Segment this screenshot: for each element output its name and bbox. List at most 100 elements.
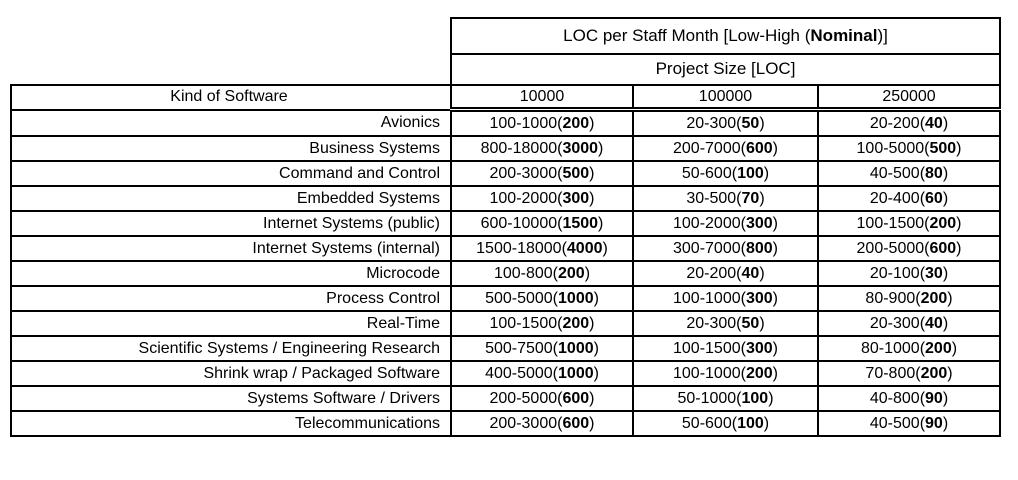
table-row: Command and Control 200-3000(500) 50-600(1… <box>10 160 1002 187</box>
loc-range-cell: 100-2000(300) <box>632 210 819 237</box>
table-row: Telecommunications 200-3000(600) 50-600(10… <box>10 410 1002 437</box>
kind-of-software-cell: Real-Time <box>10 310 452 337</box>
loc-range-cell: 20-100(30) <box>816 260 1002 287</box>
loc-close-paren: ) <box>772 139 778 157</box>
loc-nominal: 30 <box>925 264 943 282</box>
loc-nominal: 200 <box>562 314 590 332</box>
kind-of-software-cell: Internet Systems (public) <box>10 210 452 237</box>
loc-close-paren: ) <box>593 364 599 382</box>
loc-range-cell: 200-5000(600) <box>816 235 1002 262</box>
loc-close-paren: ) <box>956 214 962 232</box>
table-row: Scientific Systems / Engineering Researc… <box>10 335 1002 362</box>
loc-close-paren: ) <box>956 139 962 157</box>
loc-nominal: 40 <box>925 314 943 332</box>
loc-range-cell: 20-300(50) <box>632 310 819 337</box>
loc-nominal: 800 <box>745 239 773 257</box>
loc-range-cell: 80-900(200) <box>816 285 1002 312</box>
loc-nominal: 200 <box>920 289 948 307</box>
size-column-250000: 250000 <box>816 84 1002 112</box>
loc-nominal: 200 <box>920 364 948 382</box>
loc-close-paren: ) <box>589 389 595 407</box>
loc-nominal: 100 <box>737 164 764 182</box>
loc-range-cell: 500-7500(1000) <box>450 335 634 362</box>
kind-of-software-cell: Command and Control <box>10 160 452 187</box>
loc-low-high: 40-500( <box>869 414 926 432</box>
column-header-row: Kind of Software 10000 100000 250000 <box>10 84 1002 112</box>
loc-close-paren: ) <box>942 164 949 182</box>
loc-low-high: 200-3000( <box>489 164 563 182</box>
loc-nominal: 600 <box>562 414 590 432</box>
loc-range-cell: 800-18000(3000) <box>450 135 634 162</box>
loc-close-paren: ) <box>763 414 770 432</box>
loc-range-cell: 100-1500(200) <box>816 210 1002 237</box>
table-row: Internet Systems (internal) 1500-18000(40… <box>10 235 1002 262</box>
loc-range-cell: 20-300(50) <box>632 108 819 137</box>
loc-range-cell: 50-600(100) <box>632 160 819 187</box>
loc-nominal: 100 <box>741 389 769 407</box>
loc-low-high: 100-1000( <box>673 289 746 307</box>
loc-range-cell: 100-800(200) <box>450 260 634 287</box>
loc-low-high: 80-900( <box>865 289 921 307</box>
loc-close-paren: ) <box>947 289 953 307</box>
loc-nominal: 200 <box>558 264 585 282</box>
loc-range-cell: 20-300(40) <box>816 310 1002 337</box>
loc-close-paren: ) <box>759 264 765 282</box>
loc-nominal: 50 <box>741 314 760 332</box>
loc-close-paren: ) <box>598 139 604 157</box>
loc-range-cell: 600-10000(1500) <box>450 210 634 237</box>
loc-nominal: 40 <box>741 264 760 282</box>
loc-low-high: 500-5000( <box>485 289 559 307</box>
loc-nominal: 70 <box>741 189 760 207</box>
loc-low-high: 20-300( <box>869 314 926 332</box>
loc-low-high: 200-3000( <box>489 414 563 432</box>
size-column-10000: 10000 <box>450 84 634 112</box>
loc-close-paren: ) <box>772 214 778 232</box>
loc-close-paren: ) <box>947 364 953 382</box>
loc-close-paren: ) <box>942 189 949 207</box>
loc-per-staff-month-table: LOC per Staff Month [Low-High (Nominal)]… <box>10 17 1002 437</box>
table-title-row: LOC per Staff Month [Low-High (Nominal)] <box>11 17 1002 55</box>
loc-range-cell: 20-200(40) <box>632 260 819 287</box>
loc-range-cell: 40-800(90) <box>816 385 1002 412</box>
loc-close-paren: ) <box>772 364 778 382</box>
loc-low-high: 20-300( <box>686 114 742 132</box>
loc-low-high: 100-1500( <box>856 214 930 232</box>
loc-low-high: 20-100( <box>869 264 926 282</box>
loc-low-high: 80-1000( <box>860 339 926 357</box>
table-title-suffix: )] <box>877 25 888 45</box>
table-body: Avionics 100-1000(200) 20-300(50) 20-200(40… <box>10 108 1002 437</box>
loc-low-high: 100-1000( <box>673 364 746 382</box>
table-row: Process Control 500-5000(1000) 100-1000(30… <box>10 285 1002 312</box>
loc-nominal: 40 <box>925 114 943 132</box>
kind-of-software-cell: Embedded Systems <box>10 185 452 212</box>
loc-low-high: 600-10000( <box>480 214 563 232</box>
loc-low-high: 20-200( <box>686 264 742 282</box>
table-row: Systems Software / Drivers 200-5000(600) 5… <box>10 385 1002 412</box>
loc-low-high: 200-7000( <box>673 139 746 157</box>
loc-close-paren: ) <box>942 314 949 332</box>
loc-range-cell: 100-5000(500) <box>816 135 1002 162</box>
loc-range-cell: 200-3000(600) <box>450 410 634 437</box>
loc-low-high: 100-800( <box>493 264 558 282</box>
table-row: Business Systems 800-18000(3000) 200-7000(… <box>10 135 1002 162</box>
loc-low-high: 100-1500( <box>489 314 563 332</box>
loc-close-paren: ) <box>956 239 962 257</box>
loc-close-paren: ) <box>942 114 949 132</box>
table-row: Avionics 100-1000(200) 20-300(50) 20-200(40… <box>10 108 1002 137</box>
loc-low-high: 50-1000( <box>677 389 742 407</box>
loc-low-high: 20-200( <box>869 114 926 132</box>
loc-close-paren: ) <box>768 389 774 407</box>
kind-of-software-cell: Telecommunications <box>10 410 452 437</box>
loc-nominal: 4000 <box>566 239 603 257</box>
loc-close-paren: ) <box>584 264 591 282</box>
loc-nominal: 100 <box>737 414 764 432</box>
loc-range-cell: 40-500(80) <box>816 160 1002 187</box>
loc-low-high: 100-5000( <box>856 139 930 157</box>
loc-range-cell: 40-500(90) <box>816 410 1002 437</box>
loc-close-paren: ) <box>759 114 765 132</box>
loc-close-paren: ) <box>589 114 595 132</box>
loc-range-cell: 100-2000(300) <box>450 185 634 212</box>
loc-nominal: 600 <box>562 389 590 407</box>
loc-low-high: 100-2000( <box>673 214 746 232</box>
kind-of-software-cell: Business Systems <box>10 135 452 162</box>
